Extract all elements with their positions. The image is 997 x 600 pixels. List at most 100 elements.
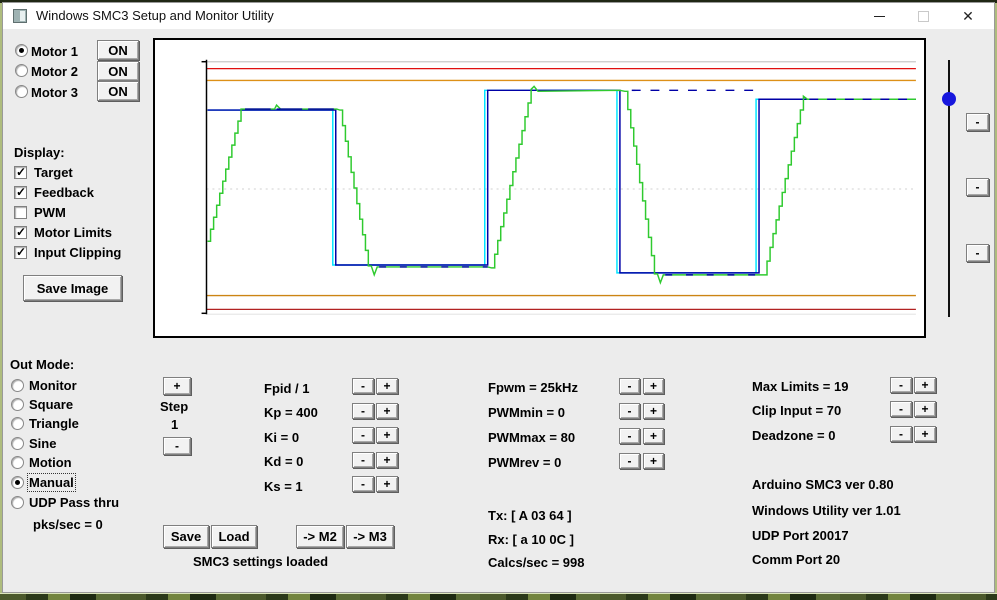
close-icon: ✕ — [962, 8, 974, 24]
checkbox-feedback[interactable] — [14, 185, 27, 199]
save-image-button[interactable]: Save Image — [23, 275, 122, 301]
motor-2-on-button[interactable]: ON — [97, 61, 139, 81]
max-limits-value: Max Limits = 19 — [752, 379, 849, 394]
motor-1-label: Motor 1 — [31, 44, 78, 59]
minimize-icon — [873, 15, 885, 17]
motor-2-label: Motor 2 — [31, 64, 78, 79]
deadzone-plus-button[interactable]: + — [914, 426, 936, 442]
radio-motor-3[interactable] — [15, 85, 28, 98]
step-label: Step — [160, 399, 189, 414]
radio-motion-label: Motion — [29, 455, 72, 470]
clip-input-value: Clip Input = 70 — [752, 403, 842, 418]
kp-minus-button[interactable]: - — [352, 403, 374, 419]
radio-udp-pass-thru-label: UDP Pass thru — [29, 495, 120, 510]
checkbox-motor-limits[interactable] — [14, 225, 27, 239]
motor-1-on-button[interactable]: ON — [97, 40, 139, 60]
radio-triangle[interactable] — [11, 417, 24, 430]
fpid-minus-button[interactable]: - — [352, 378, 374, 394]
ks-plus-button[interactable]: + — [376, 476, 398, 492]
checkbox-target[interactable] — [14, 165, 27, 179]
manual-slider-track[interactable] — [948, 60, 950, 317]
step-plus-button[interactable]: + — [163, 377, 191, 395]
kd-value: Kd = 0 — [264, 454, 304, 469]
desktop-edge-bottom — [0, 593, 997, 600]
pwmmin-minus-button[interactable]: - — [619, 403, 640, 419]
minimize-button[interactable] — [857, 3, 901, 29]
pks-per-sec-value: pks/sec = 0 — [33, 517, 103, 532]
manual-slider-thumb[interactable] — [942, 92, 956, 106]
slider-minus-button-3[interactable]: - — [966, 244, 989, 262]
arduino-version-label: Arduino SMC3 ver 0.80 — [752, 477, 894, 492]
load-button[interactable]: Load — [211, 525, 257, 548]
radio-sine-label: Sine — [29, 436, 57, 451]
settings-status-text: SMC3 settings loaded — [193, 554, 329, 569]
pwmmin-value: PWMmin = 0 — [488, 405, 565, 420]
pwmrev-plus-button[interactable]: + — [643, 453, 664, 469]
udp-port-label: UDP Port 20017 — [752, 528, 849, 543]
copy-to-m2-button[interactable]: -> M2 — [296, 525, 344, 548]
step-minus-button[interactable]: - — [163, 437, 191, 455]
tx-readout: Tx: [ A 03 64 ] — [488, 508, 572, 523]
pwmmax-value: PWMmax = 80 — [488, 430, 576, 445]
radio-monitor-label: Monitor — [29, 378, 77, 393]
save-button[interactable]: Save — [163, 525, 209, 548]
radio-triangle-label: Triangle — [29, 416, 79, 431]
max-limits-minus-button[interactable]: - — [890, 377, 912, 393]
max-limits-plus-button[interactable]: + — [914, 377, 936, 393]
fpid-value: Fpid / 1 — [264, 381, 310, 396]
radio-manual[interactable] — [11, 476, 24, 489]
waveform-chart — [153, 38, 926, 338]
kp-value: Kp = 400 — [264, 405, 318, 420]
slider-minus-button-1[interactable]: - — [966, 113, 989, 131]
close-button[interactable]: ✕ — [945, 3, 991, 29]
rx-readout: Rx: [ a 10 0C ] — [488, 532, 574, 547]
utility-version-label: Windows Utility ver 1.01 — [752, 503, 901, 518]
maximize-icon — [917, 10, 929, 22]
checkbox-motor-limits-label: Motor Limits — [34, 225, 112, 240]
radio-motor-2[interactable] — [15, 64, 28, 77]
clip-input-minus-button[interactable]: - — [890, 401, 912, 417]
clip-input-plus-button[interactable]: + — [914, 401, 936, 417]
motor-3-label: Motor 3 — [31, 85, 78, 100]
kd-minus-button[interactable]: - — [352, 452, 374, 468]
radio-monitor[interactable] — [11, 379, 24, 392]
out-mode-group-label: Out Mode: — [10, 357, 75, 372]
radio-udp-pass-thru[interactable] — [11, 496, 24, 509]
checkbox-feedback-label: Feedback — [34, 185, 94, 200]
display-group-label: Display: — [14, 145, 65, 160]
checkbox-input-clipping[interactable] — [14, 245, 27, 259]
checkbox-input-clipping-label: Input Clipping — [34, 245, 122, 260]
checkbox-pwm[interactable] — [14, 206, 27, 219]
pwmrev-minus-button[interactable]: - — [619, 453, 640, 469]
ki-minus-button[interactable]: - — [352, 427, 374, 443]
pwmmin-plus-button[interactable]: + — [643, 403, 664, 419]
ki-plus-button[interactable]: + — [376, 427, 398, 443]
pwmmax-plus-button[interactable]: + — [643, 428, 664, 444]
deadzone-minus-button[interactable]: - — [890, 426, 912, 442]
checkbox-pwm-label: PWM — [34, 205, 66, 220]
radio-square[interactable] — [11, 398, 24, 411]
radio-motor-1[interactable] — [15, 44, 28, 57]
comm-port-label: Comm Port 20 — [752, 552, 841, 567]
waveform-svg — [201, 59, 916, 315]
fpwm-plus-button[interactable]: + — [643, 378, 664, 394]
pwmmax-minus-button[interactable]: - — [619, 428, 640, 444]
step-value: 1 — [171, 417, 179, 432]
copy-to-m3-button[interactable]: -> M3 — [346, 525, 394, 548]
fpid-plus-button[interactable]: + — [376, 378, 398, 394]
slider-minus-button-2[interactable]: - — [966, 178, 989, 196]
radio-manual-label: Manual — [27, 473, 76, 492]
radio-motion[interactable] — [11, 456, 24, 469]
ks-minus-button[interactable]: - — [352, 476, 374, 492]
calcs-per-sec-readout: Calcs/sec = 998 — [488, 555, 585, 570]
ki-value: Ki = 0 — [264, 430, 300, 445]
desktop-edge-top — [0, 0, 997, 3]
checkbox-target-label: Target — [34, 165, 73, 180]
kp-plus-button[interactable]: + — [376, 403, 398, 419]
kd-plus-button[interactable]: + — [376, 452, 398, 468]
deadzone-value: Deadzone = 0 — [752, 428, 836, 443]
motor-3-on-button[interactable]: ON — [97, 81, 139, 101]
fpwm-minus-button[interactable]: - — [619, 378, 640, 394]
maximize-button[interactable] — [901, 3, 945, 29]
radio-sine[interactable] — [11, 437, 24, 450]
